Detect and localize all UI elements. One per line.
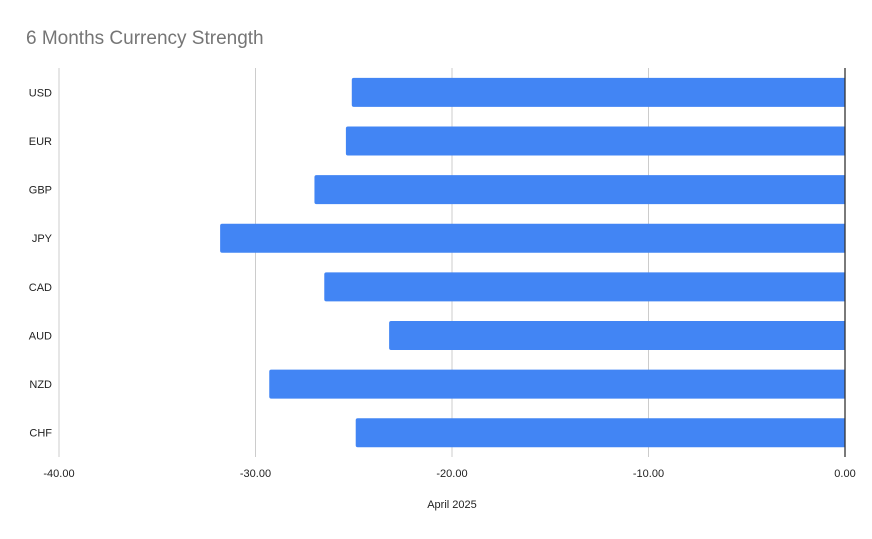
- y-category-label: CHF: [29, 428, 52, 440]
- x-tick-label: -30.00: [240, 468, 271, 480]
- bar-eur: [345, 126, 845, 156]
- bars: [220, 77, 845, 448]
- y-category-label: GBP: [29, 185, 52, 197]
- bar-chf: [355, 418, 845, 448]
- bar-jpy: [220, 223, 845, 253]
- chart-title: 6 Months Currency Strength: [26, 28, 264, 49]
- x-tick-label: -40.00: [43, 468, 74, 480]
- bar-cad: [324, 272, 845, 302]
- y-category-label: USD: [29, 87, 52, 99]
- x-tick-label: -20.00: [436, 468, 467, 480]
- x-tick-label: 0.00: [834, 468, 855, 480]
- labels: -40.00 -30.00 -20.00 -10.00 0.00 USD EUR GBP JPY…: [29, 87, 856, 480]
- x-axis-title: April 2025: [427, 499, 477, 511]
- bar-nzd: [269, 369, 845, 399]
- grid-lines: [58, 68, 649, 457]
- y-category-label: NZD: [29, 379, 52, 391]
- y-category-label: CAD: [29, 282, 52, 294]
- bar-usd: [351, 77, 845, 107]
- x-tick-label: -10.00: [633, 468, 664, 480]
- bar-gbp: [314, 175, 845, 205]
- y-category-label: EUR: [29, 136, 52, 148]
- bar-aud: [389, 320, 845, 350]
- y-category-label: AUD: [29, 330, 52, 342]
- y-category-label: JPY: [32, 233, 53, 245]
